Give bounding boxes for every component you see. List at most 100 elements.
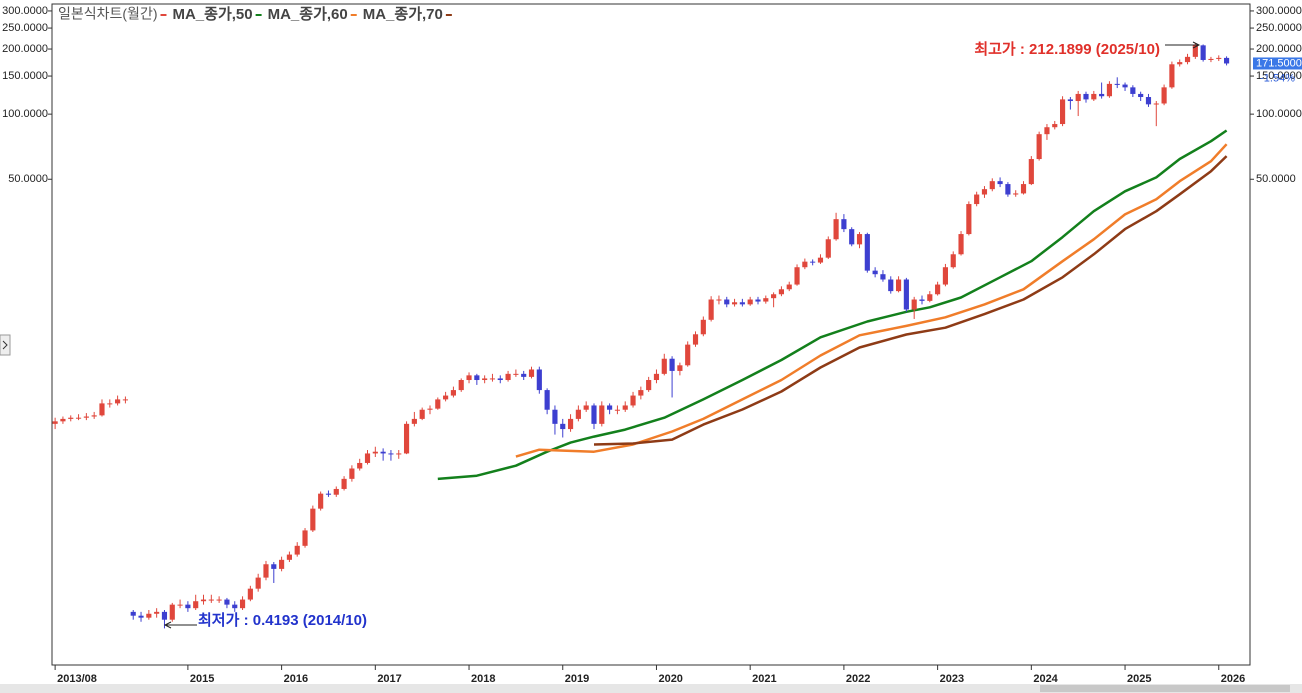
y-tick-label: 300.0000 (1256, 5, 1302, 17)
candle-body (435, 399, 441, 409)
candle-body (349, 468, 355, 479)
candle-body (763, 298, 769, 302)
y-tick-label: 150.0000 (2, 70, 48, 82)
candle-body (849, 229, 855, 245)
candle-body (388, 453, 394, 455)
candle-body (1106, 83, 1113, 97)
candle-body (427, 408, 433, 410)
candle-body (169, 604, 175, 620)
candle-body (1184, 56, 1191, 63)
y-tick-label: 300.0000 (2, 5, 48, 17)
candle-body (903, 279, 909, 310)
candle-body (997, 181, 1003, 185)
candle-body (1036, 134, 1042, 160)
candle-body (981, 189, 988, 195)
y-tick-label: 50.0000 (8, 173, 48, 185)
candle-body (271, 564, 277, 569)
candle-body (958, 234, 964, 255)
candle-body (138, 615, 144, 618)
axes: 50.0000 50.0000 100.0000 100.0000 150.0000 15… (2, 5, 1302, 685)
candle-body (310, 508, 316, 531)
candle-body (771, 294, 777, 299)
candle-body (622, 405, 628, 410)
candle-body (817, 257, 824, 263)
annotation-arrowhead (1192, 41, 1201, 49)
candle-body (739, 302, 745, 305)
candle-body (661, 358, 667, 374)
candle-body (279, 559, 285, 569)
last-price-box (1253, 57, 1302, 70)
y-tick-label: 200.0000 (2, 43, 48, 55)
candle-body (364, 453, 371, 463)
x-tick-label: 2013/08 (57, 673, 97, 685)
x-tick-label: 2026 (1221, 673, 1245, 685)
candle-body (575, 409, 581, 419)
candle-body (1130, 87, 1136, 94)
candle-body (974, 194, 980, 205)
candle-body (1208, 58, 1214, 60)
candle-body (247, 588, 253, 600)
candle-body (1005, 184, 1011, 195)
scrollbar-thumb[interactable] (1040, 685, 1290, 692)
candle-body (1145, 97, 1152, 105)
candle-body (482, 378, 488, 381)
last-price-label: 171.5000 (1256, 57, 1302, 69)
candle-body (1177, 62, 1183, 65)
x-tick-label: 2015 (190, 673, 214, 685)
candle-body (216, 599, 222, 601)
y-tick-label: 50.0000 (1256, 173, 1296, 185)
y-tick-label: 200.0000 (1256, 43, 1302, 55)
candle-body (1169, 64, 1175, 88)
candle-body (411, 418, 417, 424)
plot-frame (51, 3, 1251, 666)
candle-body (60, 418, 66, 422)
candle-body (302, 530, 308, 546)
candle-body (91, 415, 97, 417)
candle-body (286, 554, 292, 560)
candle-body (942, 267, 949, 285)
candle-body (1114, 83, 1120, 85)
candle-body (1052, 124, 1058, 128)
candle-body (450, 390, 456, 396)
candle-body (75, 417, 82, 419)
candle-body (474, 375, 480, 381)
x-tick-label: 2019 (565, 673, 589, 685)
candle-body (1028, 159, 1034, 185)
candle-body (403, 423, 410, 454)
candle-body (919, 299, 925, 301)
candle-body (294, 545, 300, 555)
candle-body (755, 299, 761, 302)
candle-body (677, 365, 683, 371)
candle-body (497, 378, 503, 381)
candle-body (232, 604, 238, 609)
candle-body (521, 373, 527, 377)
annotation-high: 최고가 : 212.1899 (2025/10) (974, 40, 1160, 58)
candle-body (380, 451, 386, 454)
candle-body (466, 375, 472, 381)
change-label: -1.54% (1260, 72, 1295, 84)
candle-body (489, 378, 496, 380)
scrollbar-track[interactable] (0, 684, 1302, 693)
candle-body (700, 319, 706, 335)
candle-body (653, 373, 660, 381)
candle-body (778, 289, 784, 295)
candle-body (1044, 127, 1050, 135)
candle-body (724, 299, 730, 305)
candle-body (1122, 84, 1128, 88)
candle-body (513, 373, 519, 375)
candle-body (1099, 93, 1105, 97)
candle-body (68, 417, 74, 419)
x-tick-label: 2020 (658, 673, 682, 685)
x-tick-label: 2025 (1127, 673, 1151, 685)
x-tick-label: 2018 (471, 673, 495, 685)
candle-body (154, 611, 160, 614)
candle-body (443, 395, 449, 400)
candle-body (692, 334, 699, 345)
candle-body (607, 405, 613, 410)
side-toggle[interactable] (0, 334, 11, 356)
candle-body (927, 294, 933, 301)
candle-body (911, 299, 917, 310)
candle-body (841, 219, 847, 230)
candle-body (1138, 93, 1144, 98)
